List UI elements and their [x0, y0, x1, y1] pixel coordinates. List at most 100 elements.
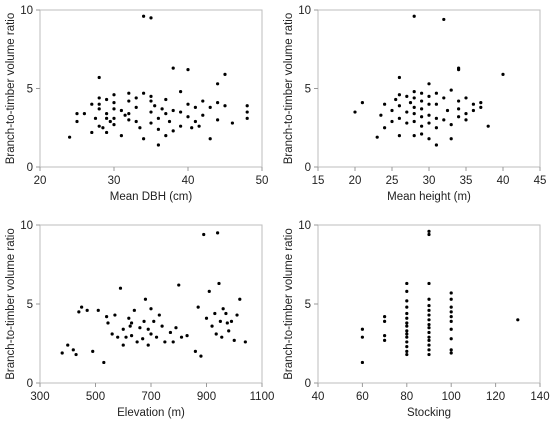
- data-point-dbh: [216, 101, 220, 105]
- data-point-height: [457, 99, 461, 103]
- data-point-dbh: [171, 129, 175, 133]
- data-point-height: [397, 93, 401, 97]
- data-point-elevation: [179, 335, 184, 339]
- data-point-height: [420, 107, 424, 111]
- data-point-stocking: [427, 338, 431, 342]
- y-tick-label: 0: [305, 162, 311, 174]
- data-point-height: [420, 91, 424, 95]
- data-point-dbh: [245, 116, 249, 120]
- data-point-elevation: [216, 231, 220, 235]
- data-point-stocking: [427, 318, 431, 322]
- data-point-height: [427, 102, 431, 106]
- data-point-dbh: [142, 14, 146, 18]
- data-point-stocking: [427, 352, 431, 357]
- data-point-height: [457, 115, 461, 119]
- x-tick-label: 300: [30, 391, 49, 403]
- data-point-elevation: [174, 326, 178, 330]
- data-point-dbh: [171, 66, 175, 70]
- data-point-dbh: [68, 135, 72, 139]
- data-point-stocking: [405, 340, 409, 344]
- data-point-dbh: [156, 143, 160, 147]
- data-point-elevation: [185, 334, 189, 338]
- data-point-stocking: [405, 332, 409, 336]
- data-point-dbh: [112, 107, 116, 111]
- panel-elevation: 300 500 700 900 1100 0 5 10 Elevation (m) Branch-…: [5, 220, 274, 419]
- data-point-elevation: [220, 335, 224, 339]
- data-point-dbh: [167, 119, 172, 124]
- data-point-dbh: [216, 82, 220, 86]
- data-point-elevation: [157, 313, 161, 317]
- x-tick-label: 45: [534, 175, 547, 187]
- x-tick-label: 80: [400, 391, 413, 403]
- data-point-elevation: [106, 321, 110, 325]
- data-point-stocking: [383, 315, 387, 319]
- data-point-dbh: [97, 102, 101, 106]
- data-point-dbh: [105, 130, 109, 135]
- data-point-elevation: [217, 281, 221, 286]
- data-point-height: [457, 68, 461, 72]
- data-point-elevation: [142, 319, 146, 323]
- data-point-stocking: [427, 308, 431, 312]
- data-point-elevation: [118, 286, 123, 290]
- data-point-elevation: [207, 289, 211, 293]
- data-point-height: [412, 134, 416, 138]
- x-tick-label: 30: [423, 175, 436, 187]
- data-point-elevation: [121, 327, 125, 331]
- data-point-elevation: [227, 329, 231, 333]
- data-point-elevation: [213, 311, 217, 316]
- data-point-height: [464, 96, 468, 100]
- data-point-elevation: [91, 349, 95, 353]
- data-point-dbh: [90, 130, 94, 135]
- data-point-height: [471, 102, 475, 106]
- data-point-stocking: [427, 232, 431, 237]
- x-tick-label: 20: [34, 175, 47, 187]
- data-point-height: [390, 119, 394, 124]
- data-point-dbh: [138, 126, 142, 130]
- data-point-height: [434, 116, 438, 120]
- data-point-elevation: [143, 297, 148, 301]
- data-point-dbh: [156, 116, 160, 120]
- data-point-dbh: [97, 96, 101, 100]
- data-point-stocking: [383, 338, 387, 342]
- data-point-stocking: [449, 348, 453, 352]
- data-point-height: [405, 121, 409, 125]
- data-point-elevation: [80, 305, 84, 309]
- data-point-height: [375, 135, 379, 139]
- data-point-dbh: [230, 121, 234, 125]
- data-point-dbh: [149, 110, 153, 114]
- data-point-elevation: [149, 307, 153, 311]
- data-point-height: [486, 124, 490, 128]
- x-tick-label: 25: [386, 175, 399, 187]
- data-point-dbh: [105, 97, 109, 102]
- data-point-elevation: [129, 321, 134, 325]
- data-point-stocking: [405, 281, 409, 286]
- y-tick-label: 0: [305, 378, 311, 390]
- data-point-dbh: [245, 110, 249, 114]
- data-point-dbh: [216, 118, 220, 122]
- data-point-dbh: [164, 112, 168, 116]
- data-point-stocking: [449, 315, 453, 319]
- plot-frame: [39, 224, 263, 384]
- data-point-dbh: [142, 91, 146, 95]
- data-point-elevation: [199, 354, 203, 358]
- data-point-stocking: [449, 327, 453, 331]
- data-point-stocking: [449, 337, 453, 341]
- plot-frame: [39, 9, 263, 168]
- data-point-height: [449, 137, 453, 141]
- data-point-elevation: [218, 319, 222, 323]
- data-point-dbh: [186, 102, 190, 106]
- data-point-height: [449, 88, 453, 92]
- data-point-dbh: [223, 104, 227, 108]
- x-tick-label: 60: [356, 391, 369, 403]
- data-point-elevation: [214, 332, 218, 336]
- y-tick-label: 5: [27, 299, 33, 311]
- x-axis-label: Mean height (m): [387, 191, 471, 203]
- data-point-dbh: [127, 99, 131, 103]
- data-point-elevation: [193, 349, 197, 353]
- data-point-elevation: [113, 313, 117, 317]
- data-point-dbh: [160, 107, 164, 111]
- data-point-elevation: [116, 335, 120, 339]
- data-point-stocking: [449, 351, 453, 355]
- data-point-elevation: [141, 337, 145, 341]
- data-point-stocking: [405, 324, 409, 328]
